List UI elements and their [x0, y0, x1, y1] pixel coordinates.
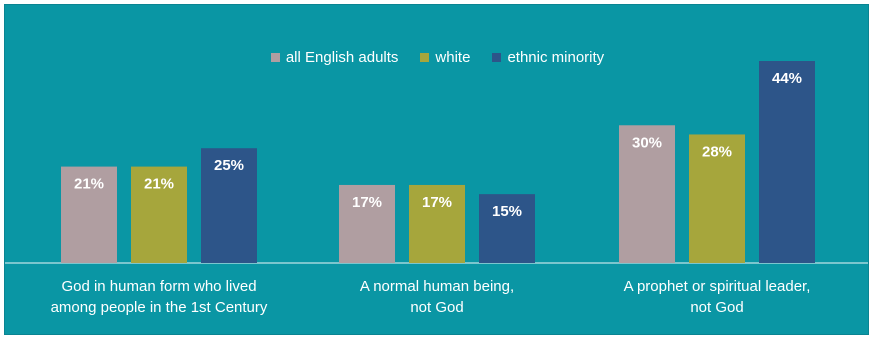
legend-label: white [435, 49, 471, 66]
data-label: 21% [74, 176, 104, 193]
legend-item-all-english-adults: all English adults [270, 49, 399, 66]
data-label: 15% [492, 203, 522, 220]
legend-swatch-all-english-adults [270, 53, 280, 62]
category-label: A prophet or spiritual leader, [624, 278, 811, 295]
bar [619, 125, 675, 263]
bar [479, 194, 535, 263]
data-label: 17% [352, 194, 382, 211]
category-label: among people in the 1st Century [51, 299, 268, 316]
bar [61, 166, 117, 263]
legend-swatch-ethnic-minority [492, 53, 502, 62]
bar [201, 148, 257, 263]
data-label: 17% [422, 194, 452, 211]
data-label: 21% [144, 176, 174, 193]
legend-label: ethnic minority [507, 49, 605, 66]
legend-label: all English adults [285, 49, 399, 66]
data-label: 44% [772, 70, 802, 87]
data-label: 30% [632, 134, 662, 151]
bar-chart: 21% 21% 25% God in human form who lived amon… [5, 61, 868, 316]
legend-swatch-white [420, 53, 430, 62]
bar [339, 184, 395, 263]
bar [759, 61, 815, 263]
legend: all English adults white ethnic minority [5, 49, 868, 67]
category-label: not God [690, 299, 743, 316]
category-label: God in human form who lived [61, 278, 256, 295]
data-label: 28% [702, 143, 732, 160]
bar [409, 184, 465, 263]
legend-item-ethnic-minority: ethnic minority [492, 49, 604, 66]
legend-item-white: white [420, 49, 470, 66]
category-label: not God [410, 299, 463, 316]
category-label: A normal human being, [360, 278, 514, 295]
data-label: 25% [214, 157, 244, 174]
bar [131, 166, 187, 263]
bar [689, 134, 745, 263]
chart-frame: all English adults white ethnic minority… [4, 4, 869, 335]
